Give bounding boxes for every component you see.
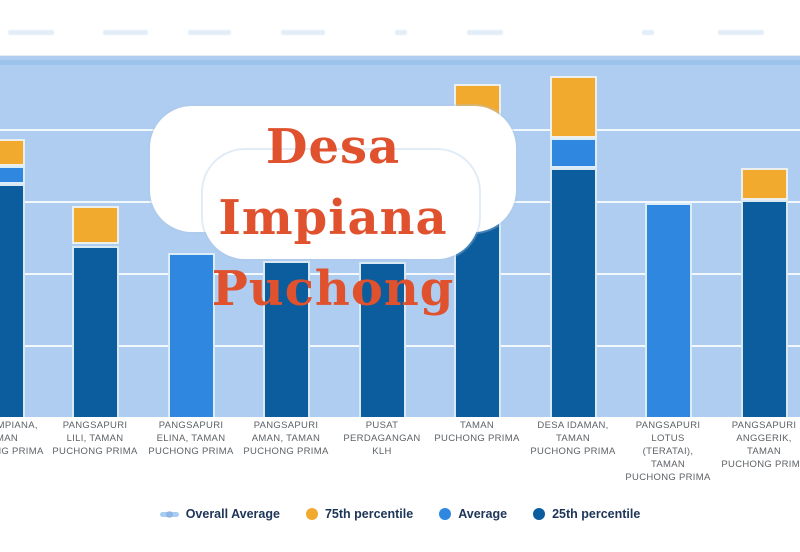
- average-circle-icon: [439, 508, 452, 520]
- bar-group-4: [262, 56, 310, 417]
- overall-average-dash-icon: [159, 510, 179, 518]
- bar-group-9: [740, 56, 788, 417]
- x-axis-label: TAMAN PUCHONG PRIMA: [434, 420, 520, 444]
- x-axis-label: PANGSAPURI ELINA, TAMAN PUCHONG PRIMA: [148, 420, 234, 457]
- bar-segment-p25[interactable]: [0, 184, 25, 417]
- x-axis-label: DESA IDAMAN, TAMAN PUCHONG PRIMA: [530, 420, 616, 457]
- legend-item-average[interactable]: Average: [439, 507, 507, 521]
- bar-group-7: [549, 56, 597, 417]
- bar-group-2: [71, 56, 119, 417]
- bar-segment-p25[interactable]: [740, 200, 788, 417]
- ghost-artifact: [281, 30, 325, 35]
- x-axis-label: PANGSAPURI LOTUS (TERATAI), TAMAN PUCHON…: [625, 420, 711, 483]
- bar-segment-p25[interactable]: [549, 168, 597, 417]
- ghost-artifact: [395, 30, 407, 35]
- bar-group-3: [167, 56, 215, 417]
- bar-segment-p25[interactable]: [358, 262, 406, 417]
- x-axis-label: PANGSAPURI ANGGERIK, TAMAN PUCHONG PRIMA: [721, 420, 800, 470]
- bar-segment-avg[interactable]: [0, 166, 25, 184]
- legend-label: Average: [458, 507, 508, 521]
- sticker-title-line1: Desa Impiana: [218, 119, 448, 246]
- bar-segment-avg[interactable]: [644, 203, 692, 417]
- ghost-artifact: [188, 30, 231, 35]
- legend-item-overall-average[interactable]: Overall Average: [159, 507, 280, 521]
- p25-circle-icon: [533, 508, 546, 520]
- overall-average-line: [0, 60, 800, 65]
- ghost-artifact: [642, 30, 654, 35]
- x-axis-label: PUSAT PERDAGANGAN KLH: [343, 420, 421, 457]
- ghost-artifact: [103, 30, 148, 35]
- bar-segment-p75[interactable]: [740, 168, 788, 200]
- sticker-title-text: Desa Impiana Puchong: [150, 112, 516, 325]
- chart-legend: Overall Average 75th percentile Average …: [0, 503, 800, 525]
- bar-segment-p75[interactable]: [0, 139, 25, 166]
- bar-group-8: [644, 56, 692, 417]
- legend-item-25th-percentile[interactable]: 25th percentile: [533, 507, 640, 521]
- legend-label: 25th percentile: [552, 507, 641, 521]
- bar-group-1: [0, 56, 25, 417]
- bar-segment-avg[interactable]: [549, 138, 597, 168]
- x-axis-label: DESA IMPIANA, TAMAN PUCHONG PRIMA: [0, 420, 44, 457]
- legend-item-75th-percentile[interactable]: 75th percentile: [305, 507, 414, 521]
- x-axis-label: PANGSAPURI LILI, TAMAN PUCHONG PRIMA: [52, 420, 138, 457]
- bar-segment-p75[interactable]: [71, 206, 119, 244]
- ghost-artifact: [8, 30, 54, 35]
- x-axis-label: PANGSAPURI AMAN, TAMAN PUCHONG PRIMA: [243, 420, 329, 457]
- ghost-artifact: [467, 30, 503, 35]
- title-sticker-bubble-lower: [203, 150, 479, 259]
- bar-segment-p75[interactable]: [549, 76, 597, 138]
- bar-segment-p25[interactable]: [71, 246, 119, 417]
- sticker-title-line2: Puchong: [211, 261, 455, 317]
- p75-circle-icon: [305, 508, 318, 520]
- bar-segment-avg[interactable]: [167, 253, 215, 417]
- bar-segment-p25[interactable]: [262, 261, 310, 417]
- legend-label: 75th percentile: [324, 507, 414, 521]
- bar-group-5: [358, 56, 406, 417]
- ghost-artifact: [718, 30, 764, 35]
- legend-label: Overall Average: [185, 507, 280, 521]
